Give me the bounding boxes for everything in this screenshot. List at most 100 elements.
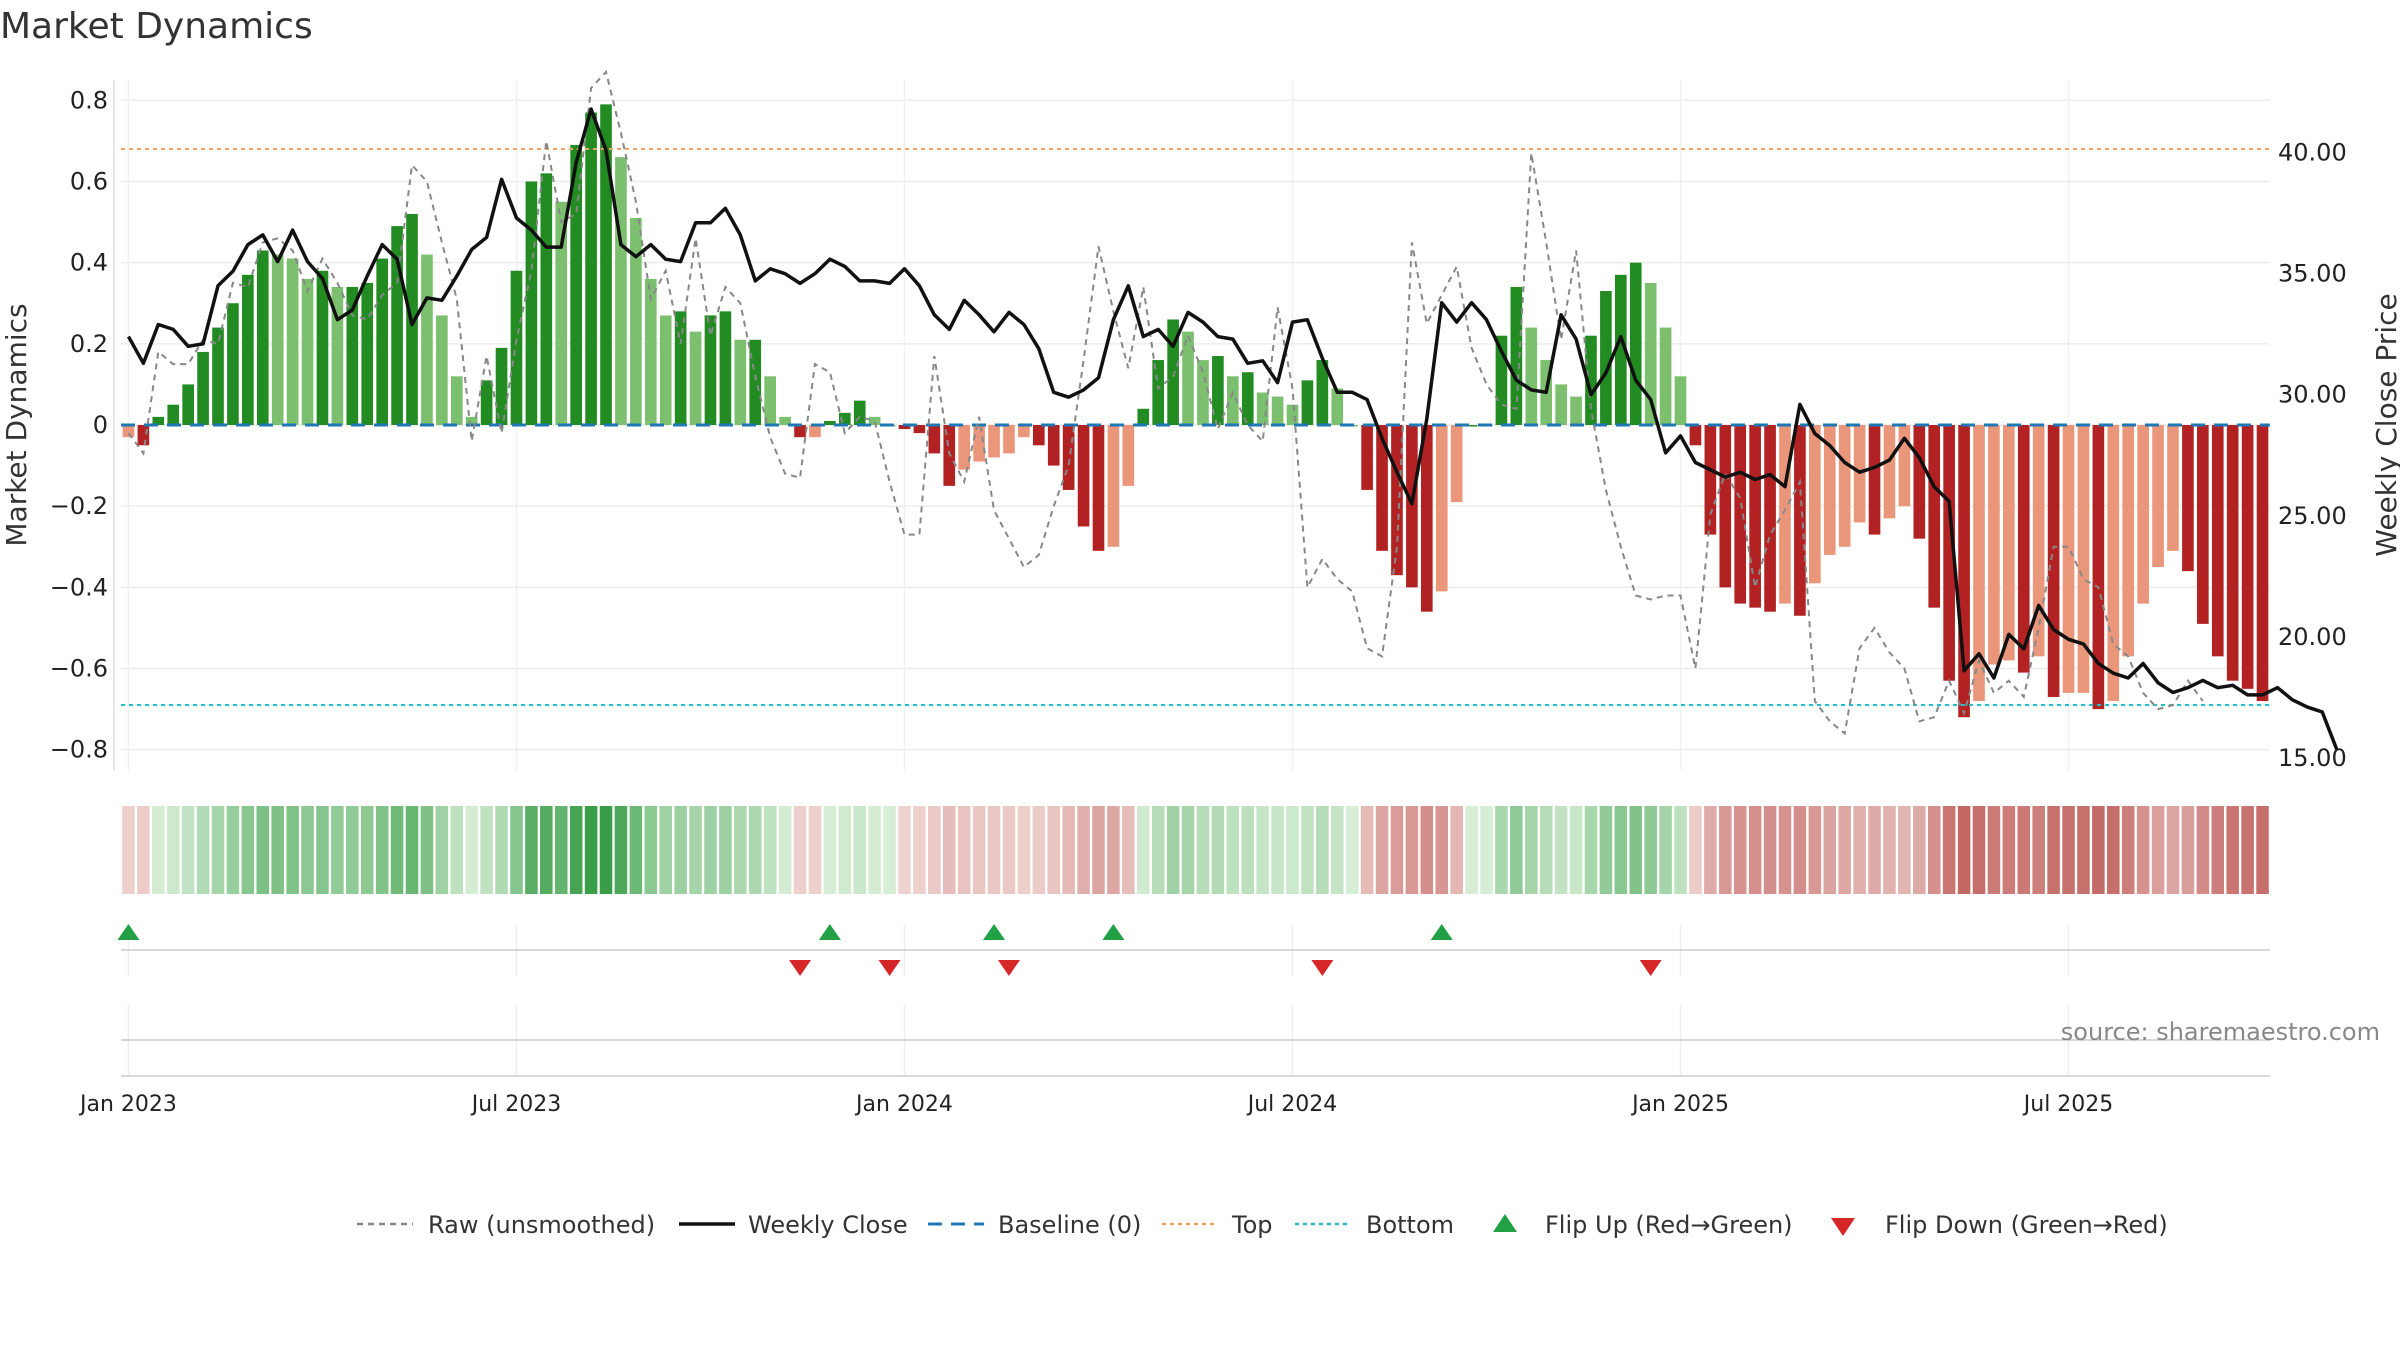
- heat-cell: [1987, 806, 2001, 894]
- dynamics-bar: [1868, 425, 1881, 535]
- dynamics-bar: [1600, 291, 1612, 425]
- x-tick-label: Jul 2025: [2022, 1092, 2114, 1117]
- heat-strip: [122, 806, 2269, 894]
- legend: Raw (unsmoothed) Weekly Close Baseline (…: [357, 1211, 2168, 1239]
- dynamics-bar: [197, 351, 209, 425]
- dynamics-bar: [704, 315, 717, 425]
- heat-cell: [375, 806, 389, 894]
- dynamics-bar: [2047, 425, 2060, 697]
- heat-cell: [1793, 806, 1807, 894]
- dynamics-bar: [2197, 425, 2209, 624]
- heat-cell: [1838, 806, 1851, 894]
- dynamics-bar: [1585, 335, 1597, 425]
- dynamics-bar: [2167, 425, 2179, 551]
- dynamics-bar: [1092, 425, 1105, 551]
- dynamics-bar: [391, 226, 403, 425]
- heat-cell: [1525, 806, 1538, 894]
- heat-cell: [584, 806, 598, 894]
- dynamics-bar: [838, 412, 851, 425]
- flip-down-marker: [997, 960, 1020, 976]
- heat-cell: [2136, 806, 2150, 894]
- heat-cell: [1808, 806, 1822, 894]
- dynamics-bar: [137, 425, 150, 446]
- dynamics-bar: [988, 425, 1000, 458]
- heat-cell: [987, 806, 1001, 894]
- heat-cell: [1316, 806, 1329, 894]
- heat-cell: [226, 806, 240, 894]
- flip-up-marker: [983, 924, 1006, 940]
- dynamics-bar: [1256, 392, 1269, 425]
- heat-cell: [1942, 806, 1956, 894]
- dynamics-bar: [1391, 425, 1403, 576]
- heat-cell: [1092, 806, 1105, 894]
- heat-cell: [674, 806, 687, 894]
- heat-cell: [1584, 806, 1598, 894]
- heat-cell: [1569, 806, 1583, 894]
- heat-cell: [360, 806, 374, 894]
- heat-cell: [1420, 806, 1434, 894]
- heat-cell: [450, 806, 464, 894]
- x-tick-label: Jul 2024: [1246, 1092, 1338, 1117]
- heat-cell: [1913, 806, 1926, 894]
- heat-cell: [913, 806, 926, 894]
- heat-cell: [1256, 806, 1269, 894]
- dynamics-bar: [525, 181, 538, 425]
- heat-cell: [196, 806, 210, 894]
- heat-cell: [853, 806, 866, 894]
- heat-cell: [1972, 806, 1986, 894]
- heat-cell: [2062, 806, 2075, 894]
- heat-cell: [1077, 806, 1090, 894]
- dynamics-bar: [1719, 425, 1732, 588]
- heat-cell: [1495, 806, 1508, 894]
- heat-cell: [1539, 806, 1553, 894]
- heat-cell: [957, 806, 971, 894]
- heat-cell: [1614, 806, 1628, 894]
- heat-cell: [1241, 806, 1255, 894]
- heat-cell: [271, 806, 284, 894]
- dynamics-bar: [1570, 396, 1582, 425]
- heat-cell: [1271, 806, 1284, 894]
- dynamics-bar: [958, 425, 971, 470]
- right-tick-label: 15.00: [2278, 744, 2347, 772]
- dynamics-bar: [1510, 287, 1523, 425]
- legend-close-label: Weekly Close: [748, 1211, 908, 1239]
- legend-flip-up-label: Flip Up (Red→Green): [1545, 1211, 1793, 1239]
- dynamics-bar: [1883, 425, 1896, 519]
- heat-cell: [778, 806, 792, 894]
- dynamics-bar: [540, 173, 553, 425]
- heat-cell: [181, 806, 195, 894]
- dynamics-bar: [674, 311, 687, 425]
- heat-cell: [2002, 806, 2016, 894]
- heat-cell: [1554, 806, 1568, 894]
- dynamics-bar: [1913, 425, 1926, 539]
- dynamics-bar: [2152, 425, 2164, 568]
- dynamics-bar: [1376, 425, 1388, 551]
- dynamics-bar: [1495, 335, 1508, 425]
- x-tick-label: Jan 2025: [1630, 1092, 1729, 1117]
- heat-cell: [301, 806, 314, 894]
- heat-cell: [1868, 806, 1881, 894]
- heat-cell: [942, 806, 956, 894]
- heat-cell: [614, 806, 628, 894]
- dynamics-bar: [1137, 408, 1150, 425]
- heat-cell: [734, 806, 747, 894]
- dynamics-bar: [1615, 274, 1627, 425]
- dynamics-bar: [122, 425, 135, 438]
- heat-cell: [793, 806, 807, 894]
- flip-up-marker: [818, 924, 841, 940]
- heat-cell: [704, 806, 717, 894]
- dynamics-bar: [1898, 425, 1911, 507]
- heat-cell: [346, 806, 359, 894]
- dynamics-bar: [1212, 356, 1224, 425]
- heat-cell: [1107, 806, 1120, 894]
- heat-cell: [1375, 806, 1389, 894]
- dynamics-bar: [1689, 425, 1702, 446]
- dynamics-bar: [1032, 425, 1045, 446]
- reference-lines: [121, 148, 2270, 707]
- left-tick-label: 0.4: [70, 249, 108, 277]
- left-tick-label: −0.8: [50, 736, 108, 764]
- x-tick-label: Jan 2023: [78, 1092, 177, 1117]
- dynamics-bar: [2107, 425, 2120, 701]
- dynamics-bar: [1316, 360, 1329, 425]
- dynamics-bar: [1167, 319, 1179, 425]
